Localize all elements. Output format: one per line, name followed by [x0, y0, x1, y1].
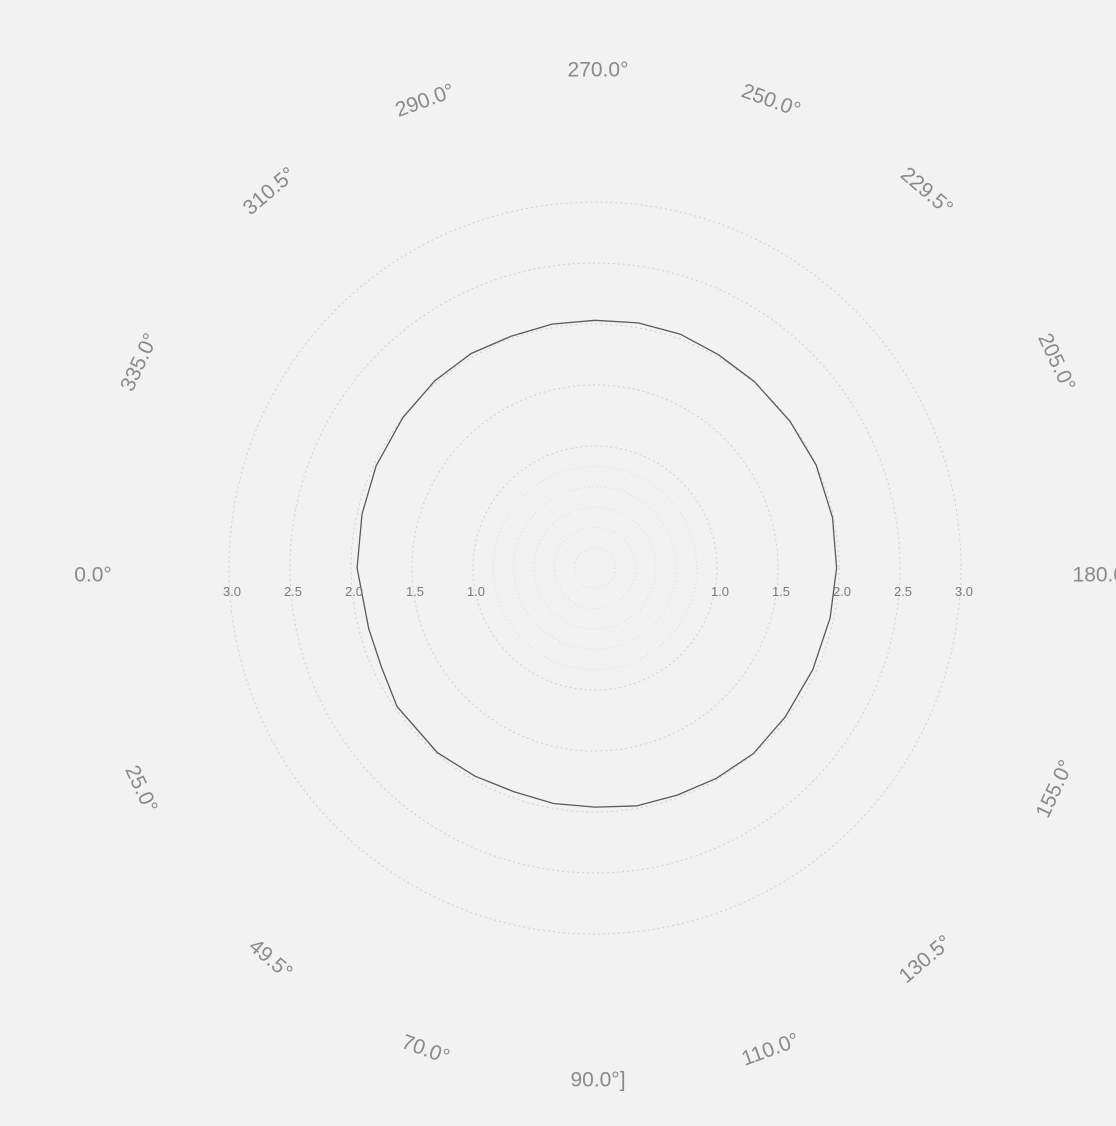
radial-tick-label-right-0: 1.0 [711, 584, 729, 599]
grid-inner-circle-1 [574, 547, 616, 589]
grid-inner-circle-3 [533, 506, 657, 630]
grid-circle-0 [472, 445, 718, 691]
grid-circle-2 [350, 323, 840, 813]
grid-layer [228, 201, 962, 935]
radial-tick-label-right-2: 2.0 [833, 584, 851, 599]
radial-tick-label-left-1: 1.5 [406, 584, 424, 599]
radial-labels: 1.0 1.0 1.5 1.5 2.0 2.0 2.5 2.5 3.0 3.0 [223, 584, 973, 599]
radial-tick-label-left-2: 2.0 [345, 584, 363, 599]
grid-circle-4 [228, 201, 962, 935]
grid-inner-circle-5 [492, 465, 698, 671]
angle-label-0: 0.0° [74, 564, 112, 587]
radial-tick-label-right-1: 1.5 [772, 584, 790, 599]
angle-label-4: 90.0°] [570, 1069, 625, 1092]
series-layer [356, 319, 838, 808]
radial-tick-label-left-0: 1.0 [467, 584, 485, 599]
grid-circle-1 [411, 384, 779, 752]
grid-circle-3 [289, 262, 901, 874]
angle-label-8: 180.0° [1073, 564, 1116, 587]
radial-tick-label-right-4: 3.0 [955, 584, 973, 599]
radial-tick-label-left-3: 2.5 [284, 584, 302, 599]
radial-tick-label-right-3: 2.5 [894, 584, 912, 599]
angle-label-12: 270.0° [568, 59, 629, 82]
grid-inner-circle-4 [513, 486, 677, 650]
radial-tick-label-left-4: 3.0 [223, 584, 241, 599]
grid-inner-circle-2 [553, 526, 637, 610]
series-line-0 [356, 319, 838, 808]
